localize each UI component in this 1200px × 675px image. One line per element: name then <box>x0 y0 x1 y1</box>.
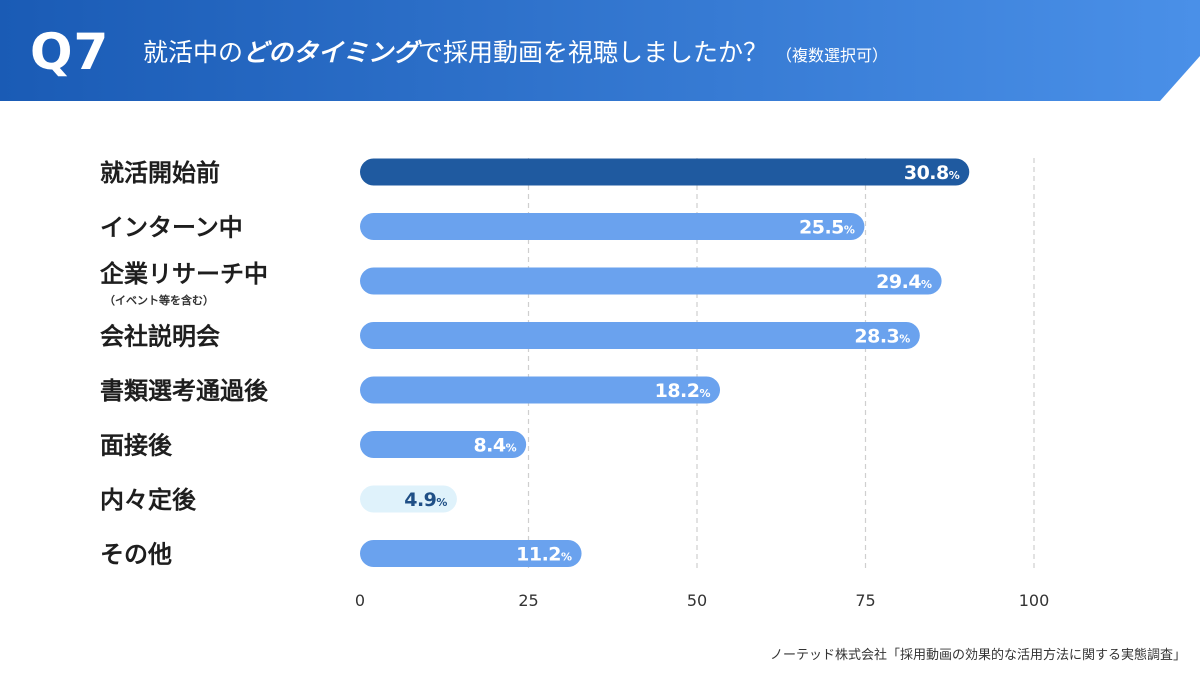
data-label-value: 8.4 <box>473 435 505 457</box>
data-label: 8.4% <box>473 435 516 457</box>
data-label: 29.4% <box>876 271 932 293</box>
data-label-unit: % <box>844 224 855 237</box>
category-sublabel: （イベント等を含む） <box>104 293 214 307</box>
category-label: インターン中 <box>100 214 243 242</box>
data-label: 28.3% <box>854 326 910 348</box>
question-title: 就活中のどのタイミングで採用動画を視聴しましたか？ （複数選択可） <box>143 36 888 73</box>
category-label: 書類選考通過後 <box>100 377 269 405</box>
data-label-value: 29.4 <box>876 271 921 293</box>
category-label: 会社説明会 <box>100 323 220 351</box>
data-label-value: 28.3 <box>854 326 899 348</box>
data-label-unit: % <box>899 333 910 346</box>
category-label: その他 <box>100 541 172 569</box>
data-label-value: 18.2 <box>655 380 700 402</box>
x-tick-label: 50 <box>687 591 707 610</box>
x-tick-label: 100 <box>1019 591 1050 610</box>
data-label-unit: % <box>436 496 447 509</box>
bar <box>360 213 865 240</box>
title-note: （複数選択可） <box>776 46 889 65</box>
data-label-value: 4.9 <box>404 489 436 511</box>
data-label: 11.2% <box>516 544 572 566</box>
data-label-unit: % <box>561 551 572 564</box>
data-label: 25.5% <box>799 217 855 239</box>
data-label-value: 30.8 <box>904 162 949 184</box>
bar <box>360 267 942 295</box>
bar <box>360 322 920 349</box>
data-label-unit: % <box>949 169 960 182</box>
category-label: 企業リサーチ中 <box>100 260 268 288</box>
question-number: Q7 <box>30 23 110 81</box>
category-label: 就活開始前 <box>100 159 220 187</box>
data-label: 18.2% <box>655 380 711 402</box>
bar <box>360 540 582 567</box>
source-credit: ノーテッド株式会社「採用動画の効果的な活用方法に関する実態調査」 <box>769 648 1186 663</box>
x-tick-label: 75 <box>855 591 875 610</box>
data-label-unit: % <box>921 278 932 291</box>
x-tick-label: 0 <box>355 591 365 610</box>
category-label: 内々定後 <box>100 486 197 514</box>
category-label: 面接後 <box>100 432 173 460</box>
data-label-unit: % <box>699 387 710 400</box>
data-label-unit: % <box>506 442 517 455</box>
bar <box>360 158 970 186</box>
data-label-value: 11.2 <box>516 544 561 566</box>
header-banner: Q7 就活中のどのタイミングで採用動画を視聴しましたか？ （複数選択可） <box>0 0 1200 101</box>
data-label: 4.9% <box>404 489 447 511</box>
header-background <box>0 0 1200 101</box>
bar <box>360 485 457 513</box>
bar <box>360 376 721 404</box>
data-label-value: 25.5 <box>799 217 844 239</box>
title-part-a: 就活中の <box>143 38 244 67</box>
title-part-b: で採用動画を視聴しましたか？ <box>418 38 769 67</box>
title-emphasis: どのタイミング <box>243 38 419 67</box>
x-tick-label: 25 <box>518 591 538 610</box>
bar <box>360 431 527 458</box>
data-label: 30.8% <box>904 162 960 184</box>
